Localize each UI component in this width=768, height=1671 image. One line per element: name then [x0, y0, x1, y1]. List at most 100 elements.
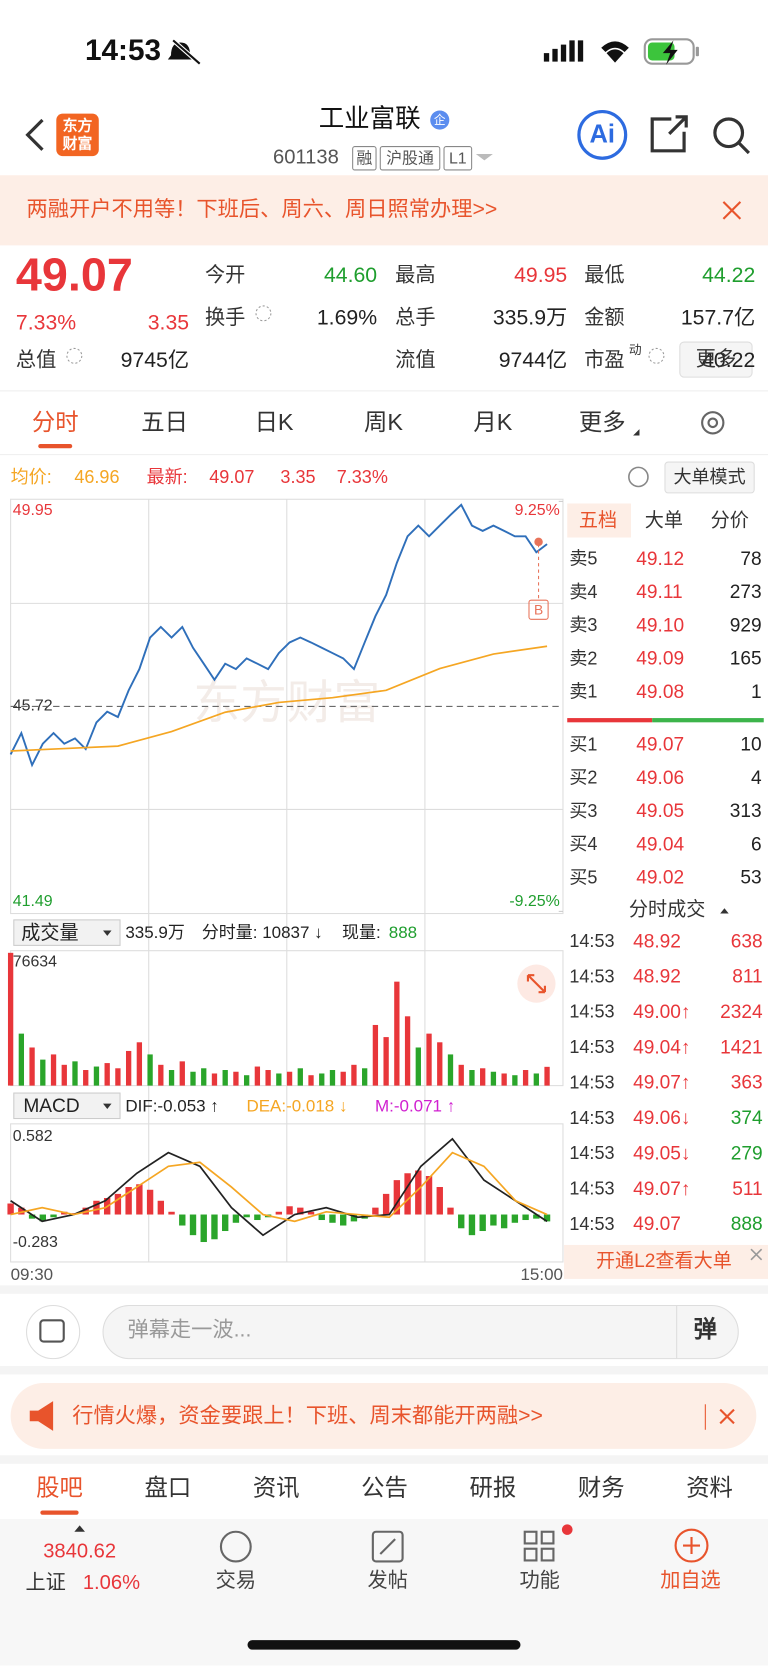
nav-icon[interactable] — [674, 1528, 709, 1563]
macd-bar — [350, 1214, 358, 1222]
indicator-label[interactable]: MACD — [23, 1096, 79, 1117]
y-tick-label: 41.49 — [13, 893, 53, 910]
section-tab[interactable]: 公告 — [361, 1474, 408, 1500]
trades-title: 分时成交 — [629, 898, 705, 920]
comment-input[interactable] — [102, 1304, 739, 1360]
close-banner[interactable] — [722, 201, 742, 220]
dropdown[interactable] — [475, 154, 493, 161]
promo-text[interactable]: 行情火爆，资金要跟上！下班、周末都能开两融>> — [72, 1404, 543, 1428]
volume-bar — [136, 1042, 143, 1086]
volume-bar — [222, 1070, 228, 1086]
dropdown — [103, 1103, 112, 1109]
marker-box — [528, 599, 549, 620]
stat-label: 市盈 — [584, 348, 624, 371]
current-label: 现量: — [342, 923, 381, 942]
more-label[interactable]: 更多 — [696, 347, 736, 370]
tab-underline — [38, 444, 73, 449]
macd-bar — [447, 1207, 454, 1215]
volume-bar — [319, 1073, 325, 1086]
ai-button[interactable] — [577, 109, 628, 160]
last-point — [534, 537, 543, 547]
danmaku-button[interactable]: 弹 — [694, 1316, 717, 1342]
back-button[interactable] — [25, 118, 44, 151]
nav-icon[interactable] — [371, 1530, 404, 1563]
share-button[interactable] — [650, 115, 688, 153]
stock-name: 工业富联 — [319, 105, 421, 133]
promo-bg[interactable] — [10, 1383, 757, 1449]
stat-label: 金额 — [584, 306, 624, 329]
search-button[interactable] — [713, 117, 745, 149]
comment-icon[interactable] — [26, 1304, 81, 1360]
mode-button[interactable] — [664, 461, 755, 494]
section-tab[interactable]: 资料 — [686, 1474, 733, 1500]
section-tab[interactable]: 盘口 — [144, 1474, 191, 1500]
dif-text: DIF:-0.053 ↑ — [125, 1096, 218, 1115]
help-icon[interactable] — [628, 466, 649, 488]
nav-icon[interactable] — [219, 1530, 252, 1563]
ask-volume: 165 — [730, 649, 762, 670]
nav-item[interactable]: 发帖 — [368, 1569, 408, 1592]
more-button[interactable] — [679, 341, 753, 378]
nav-item[interactable]: 交易 — [216, 1569, 256, 1592]
chart-tab[interactable]: 月K — [473, 409, 512, 435]
volume-bar — [372, 1024, 379, 1086]
macd-bar — [232, 1214, 240, 1223]
volume-bar — [243, 1075, 250, 1086]
x-tick-label: 15:00 — [520, 1265, 563, 1284]
bid-volume: 313 — [730, 801, 762, 822]
chart-tab[interactable]: 周K — [364, 409, 403, 435]
volume-bar — [340, 1071, 346, 1086]
trade-price: 49.07 — [633, 1214, 681, 1235]
nav-item[interactable]: 功能 — [519, 1569, 559, 1592]
stat-value: 40.22 — [702, 348, 755, 372]
nav-item[interactable]: 加自选 — [660, 1569, 721, 1592]
mode-label[interactable]: 大单模式 — [673, 467, 745, 487]
macd-select[interactable] — [13, 1092, 121, 1120]
chart-tab[interactable]: 日K — [255, 409, 294, 435]
book-tab[interactable]: 五档 — [579, 510, 617, 532]
volume-bar — [297, 1068, 303, 1086]
bid-price: 49.05 — [636, 801, 684, 822]
index-percent: 1.06% — [83, 1572, 140, 1594]
indicator-label[interactable]: 成交量 — [21, 922, 78, 944]
close-l2[interactable] — [750, 1248, 763, 1261]
trade-time: 14:53 — [569, 1072, 614, 1092]
chart-tab[interactable]: 五日 — [141, 409, 188, 435]
info-text: 46.96 — [74, 467, 119, 487]
volume-bar — [447, 1054, 454, 1086]
info-text: 均价: — [11, 467, 52, 487]
book-tab[interactable]: 分价 — [711, 510, 749, 532]
book-tab[interactable]: 大单 — [645, 510, 683, 532]
bid-price: 49.02 — [636, 868, 684, 889]
stat-sup: 动 — [629, 342, 642, 357]
info-icon — [648, 347, 665, 364]
comment-placeholder: 弹幕走一波... — [127, 1318, 251, 1342]
bid-price: 49.04 — [636, 834, 684, 855]
dea-text: DEA:-0.018 ↓ — [246, 1096, 347, 1115]
ask-bid-divider — [567, 718, 653, 723]
chart-tab[interactable]: 分时 — [32, 409, 79, 435]
close-promo[interactable] — [719, 1408, 735, 1425]
ai-label[interactable]: Ai — [590, 121, 616, 149]
section-tab[interactable]: 资讯 — [253, 1474, 300, 1500]
settings-button[interactable] — [701, 411, 725, 435]
macd-bar — [425, 1176, 433, 1215]
volume-bar — [415, 1047, 421, 1086]
trade-volume: 638 — [731, 931, 763, 952]
volume-bar — [522, 1070, 529, 1086]
section-tab[interactable]: 财务 — [578, 1474, 625, 1500]
macd-bar — [125, 1187, 132, 1215]
home-indicator — [247, 1640, 521, 1650]
section-tab[interactable]: 股吧 — [36, 1474, 83, 1500]
section-tab[interactable]: 研报 — [470, 1474, 517, 1500]
volume-bar — [265, 1070, 271, 1086]
info-text: 最新: — [147, 467, 188, 487]
y-tick-label: 0.582 — [13, 1128, 53, 1145]
status-time: 14:53 — [85, 34, 161, 67]
nav-icon[interactable] — [523, 1530, 555, 1562]
chart-tab[interactable]: 更多 — [579, 409, 626, 435]
l2-link[interactable]: 开通L2查看大单 — [596, 1250, 732, 1272]
volume-select[interactable] — [13, 919, 121, 946]
x-tick-label: 09:30 — [11, 1265, 54, 1284]
